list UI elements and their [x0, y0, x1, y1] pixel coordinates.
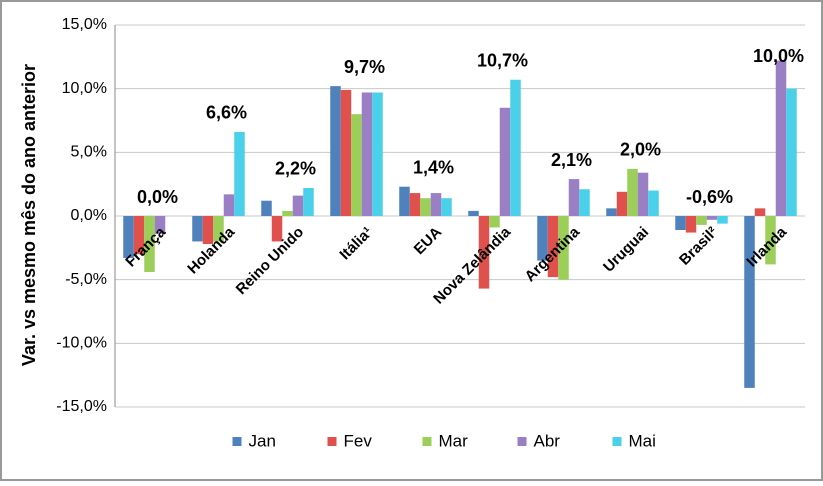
bar — [696, 216, 707, 225]
bar — [441, 198, 452, 216]
legend-label: Mai — [629, 431, 656, 450]
data-label: 2,2% — [275, 159, 316, 179]
bar — [579, 189, 590, 216]
bar — [430, 193, 442, 216]
data-label: 10,0% — [753, 46, 804, 66]
y-tick-label: -10,0% — [56, 335, 107, 352]
bar — [282, 210, 293, 216]
bar — [754, 208, 766, 216]
bar — [478, 216, 490, 289]
bar — [372, 92, 383, 216]
bar — [468, 210, 479, 216]
bar — [616, 191, 628, 216]
bar — [537, 216, 548, 261]
data-label: 1,4% — [413, 157, 454, 177]
data-label: 9,7% — [344, 57, 385, 77]
data-label: 2,1% — [551, 150, 592, 170]
bar — [786, 88, 797, 216]
legend-swatch — [232, 437, 242, 446]
bar — [330, 86, 341, 217]
bar — [775, 60, 787, 216]
bar — [685, 216, 697, 233]
legend-label: Jan — [249, 431, 276, 450]
bar — [271, 216, 283, 242]
bar — [637, 172, 649, 216]
bar — [558, 216, 569, 280]
data-label: 10,7% — [477, 51, 528, 71]
bar — [744, 216, 755, 388]
legend-swatch — [422, 437, 432, 446]
bar — [706, 216, 718, 220]
legend-label: Abr — [534, 431, 561, 450]
y-tick-label: 5,0% — [71, 144, 107, 161]
legend-label: Mar — [439, 431, 469, 450]
bar — [675, 216, 686, 231]
bar — [409, 193, 421, 216]
bar — [399, 186, 410, 216]
bar — [351, 114, 362, 216]
data-label: -0,6% — [686, 187, 733, 207]
bar — [499, 107, 511, 216]
bar — [223, 194, 235, 216]
bar — [489, 216, 500, 228]
bar — [303, 187, 314, 216]
bar — [627, 168, 638, 216]
bar — [340, 89, 352, 216]
y-axis-title: Var. vs mesmo mês do ano anterior — [19, 64, 39, 366]
legend-swatch — [517, 437, 527, 446]
bar — [765, 216, 776, 265]
y-tick-label: 10,0% — [62, 80, 107, 97]
bar — [510, 79, 521, 217]
bar — [568, 179, 580, 216]
data-label: 0,0% — [137, 187, 178, 207]
data-label: 6,6% — [206, 103, 247, 123]
bar — [213, 216, 224, 242]
y-tick-label: -5,0% — [65, 271, 107, 288]
bar — [144, 216, 155, 273]
legend-swatch — [612, 437, 622, 446]
bar — [547, 216, 559, 278]
y-tick-label: 15,0% — [62, 16, 107, 33]
y-tick-label: 0,0% — [71, 207, 107, 224]
bar — [154, 216, 166, 234]
bar — [202, 216, 214, 245]
bar — [133, 216, 145, 255]
legend-swatch — [327, 437, 337, 446]
data-label: 2,0% — [620, 140, 661, 160]
bar — [648, 190, 659, 216]
y-tick-label: -15,0% — [56, 398, 107, 415]
bar — [292, 195, 304, 216]
legend-label: Fev — [344, 431, 373, 450]
bar — [717, 216, 728, 224]
bar — [234, 131, 245, 216]
bar — [606, 208, 617, 216]
bar — [420, 198, 431, 216]
bar — [261, 200, 272, 216]
bar — [192, 216, 203, 242]
bar — [123, 216, 134, 259]
bar — [361, 92, 373, 216]
